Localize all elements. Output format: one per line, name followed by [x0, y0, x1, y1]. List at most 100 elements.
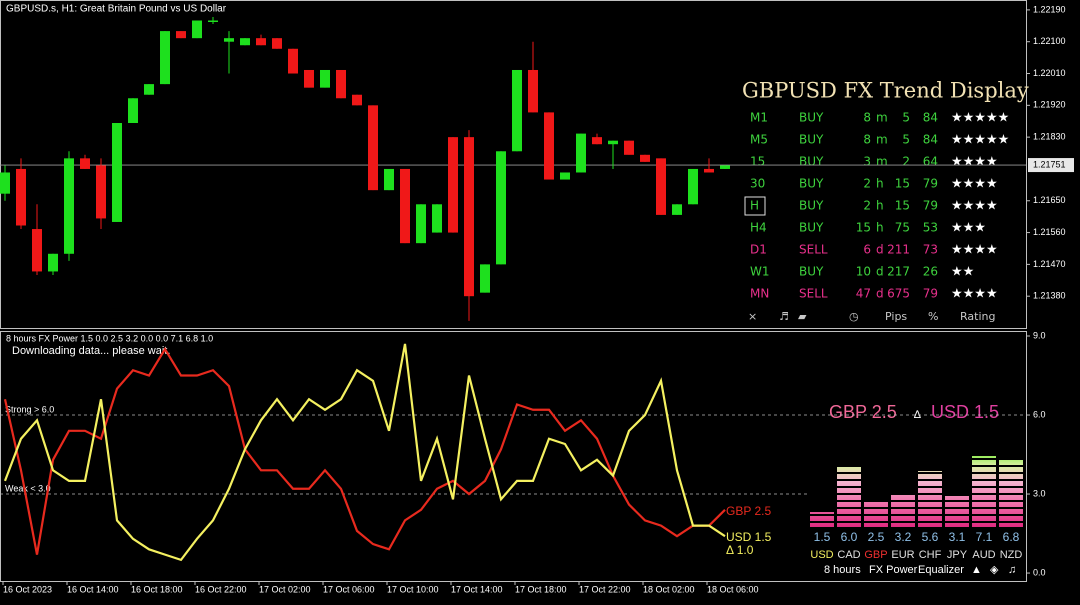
- power-line: [3, 343, 726, 562]
- candle-body: [256, 38, 266, 46]
- eq-currency: NZD: [1000, 549, 1023, 561]
- direction: BUY: [799, 111, 824, 125]
- direction: BUY: [799, 133, 824, 147]
- price-tick-label: 1.22100: [1033, 36, 1066, 46]
- percent: 64: [923, 155, 938, 169]
- eq-value: 3.2: [895, 530, 912, 544]
- candle-body: [0, 172, 10, 194]
- footer-item[interactable]: ▰: [798, 310, 807, 323]
- percent: 26: [923, 265, 938, 279]
- age-unit: h: [876, 199, 884, 213]
- stars: ★★★: [951, 221, 986, 236]
- stars: ★★★★: [951, 243, 998, 258]
- candle-body: [624, 140, 634, 155]
- fx-status: Downloading data... please wait.: [12, 345, 170, 357]
- price-tick-label: 1.21920: [1033, 100, 1066, 110]
- footer-item[interactable]: Rating: [960, 310, 995, 323]
- tf: M1: [750, 111, 768, 125]
- delta-label: Δ 1.0: [726, 543, 754, 557]
- footer-item[interactable]: ♬: [779, 310, 789, 323]
- candle-body: [144, 84, 154, 95]
- candle-body: [640, 154, 650, 162]
- fx-footer[interactable]: FX Power: [869, 564, 918, 576]
- age: 47: [856, 287, 871, 301]
- time-label: 17 Oct 22:00: [579, 584, 631, 594]
- age-unit: m: [876, 133, 888, 147]
- stars: ★★★★: [951, 287, 998, 302]
- footer-item[interactable]: ×: [748, 310, 757, 323]
- fx-footer[interactable]: ♫: [1008, 564, 1016, 576]
- current-price-label: 1.21751: [1033, 159, 1066, 169]
- indicator-panel: [0, 331, 1027, 582]
- trend-title: GBPUSD FX Trend Display: [742, 79, 1029, 103]
- pips: 2: [902, 155, 910, 169]
- eq-bar: [837, 467, 861, 527]
- pips: 211: [887, 243, 910, 257]
- pair-sep: ∆: [914, 409, 921, 421]
- eq-value: 6.8: [1003, 530, 1020, 544]
- eq-currency: GBP: [864, 549, 887, 561]
- tf: H: [750, 199, 759, 213]
- candle-body: [528, 69, 538, 113]
- age: 3: [863, 155, 871, 169]
- time-label: 18 Oct 02:00: [643, 584, 695, 594]
- fx-header: 8 hours FX Power 1.5 0.0 2.5 3.2 0.0 0.0…: [6, 333, 213, 343]
- age: 15: [856, 221, 871, 235]
- time-label: 17 Oct 02:00: [259, 584, 311, 594]
- age-unit: d: [876, 287, 884, 301]
- candle-body: [320, 69, 330, 88]
- candle-body: [576, 133, 586, 173]
- direction: BUY: [799, 221, 824, 235]
- eq-currency: AUD: [972, 549, 995, 561]
- tf-selected: [744, 196, 766, 216]
- tf: H4: [750, 221, 767, 235]
- trend-display: GBPUSD FX Trend Display M1 BUY 8 m 5 84 ★★★★★M…: [742, 79, 1029, 324]
- candle-body: [112, 123, 122, 222]
- current-price-box: [1028, 158, 1074, 173]
- time-label: 16 Oct 22:00: [195, 584, 247, 594]
- candle-body: [592, 137, 602, 145]
- candle-body: [48, 253, 58, 272]
- fx-tick-label: 0.0: [1033, 567, 1046, 577]
- candle-body: [224, 38, 234, 42]
- candle-body: [128, 98, 138, 123]
- candle-body: [464, 137, 474, 297]
- fx-footer[interactable]: Equalizer: [918, 564, 964, 576]
- age-unit: m: [876, 111, 888, 125]
- footer-item[interactable]: Pips: [885, 310, 907, 323]
- fx-footer[interactable]: ▲: [971, 564, 982, 576]
- candle-body: [160, 31, 170, 85]
- age-unit: d: [876, 243, 884, 257]
- series-label: USD 1.5: [726, 530, 772, 544]
- candle-body: [688, 168, 698, 205]
- candle-body: [96, 165, 106, 219]
- candle-body: [240, 38, 250, 46]
- pips: 5: [902, 111, 910, 125]
- fx-footer[interactable]: 8 hours: [824, 564, 861, 576]
- eq-value: 6.0: [841, 530, 858, 544]
- candle-body: [384, 168, 394, 191]
- fx-footer[interactable]: ◈: [990, 564, 999, 576]
- eq-value: 2.5: [868, 530, 885, 544]
- stars: ★★★★: [951, 199, 998, 214]
- direction: SELL: [799, 243, 828, 257]
- time-label: 17 Oct 10:00: [387, 584, 439, 594]
- candle-body: [176, 31, 186, 39]
- stars: ★★★★★: [951, 133, 1009, 148]
- time-label: 16 Oct 18:00: [131, 584, 183, 594]
- fx-tick-label: 9.0: [1033, 330, 1046, 340]
- candle-body: [16, 168, 26, 226]
- footer-item[interactable]: %: [928, 310, 938, 323]
- tf: M5: [750, 133, 768, 147]
- level-label: Strong > 6.0: [5, 404, 54, 414]
- candle-body: [192, 20, 202, 39]
- candle-body: [272, 38, 282, 49]
- time-label: 16 Oct 2023: [3, 584, 52, 594]
- footer-item[interactable]: ◷: [849, 310, 859, 323]
- age: 8: [863, 133, 871, 147]
- age-unit: m: [876, 155, 888, 169]
- price-tick-label: 1.22190: [1033, 4, 1066, 14]
- percent: 84: [923, 133, 938, 147]
- age: 10: [856, 265, 871, 279]
